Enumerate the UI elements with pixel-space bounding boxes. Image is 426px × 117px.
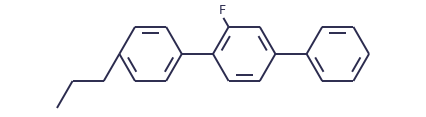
Text: F: F xyxy=(219,4,226,17)
